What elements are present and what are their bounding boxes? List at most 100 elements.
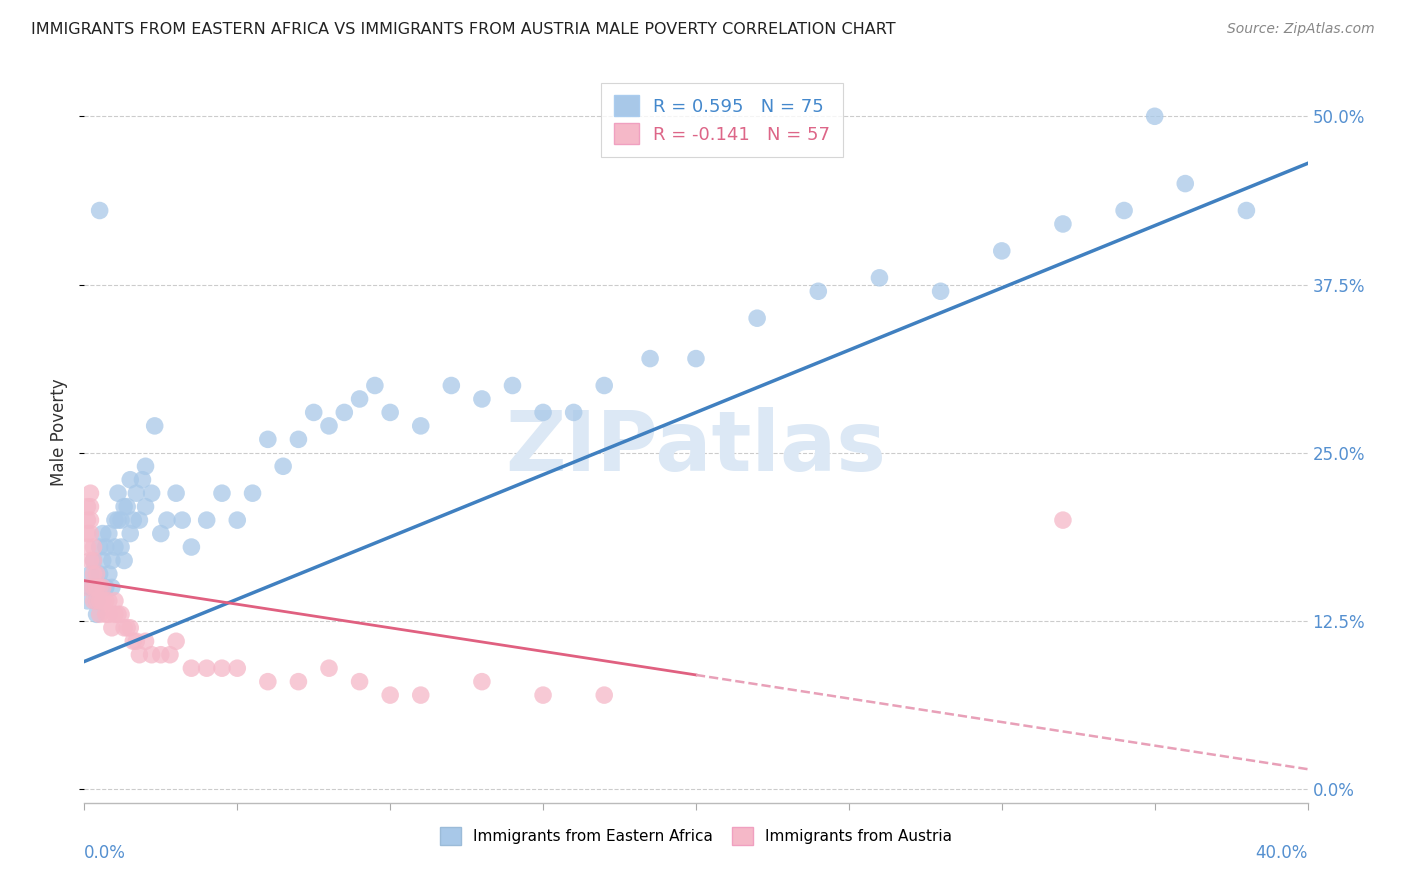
Point: [97, 607, 120, 622]
Point: [86, 594, 108, 608]
Point: [531, 688, 554, 702]
Point: [86, 581, 108, 595]
Point: [380, 688, 402, 702]
Point: [135, 500, 157, 514]
Legend: Immigrants from Eastern Africa, Immigrants from Austria: Immigrants from Eastern Africa, Immigran…: [433, 821, 959, 851]
Point: [89, 581, 111, 595]
Point: [107, 486, 129, 500]
Point: [165, 634, 187, 648]
Point: [89, 607, 111, 622]
Point: [79, 566, 101, 581]
Point: [318, 418, 340, 433]
Point: [159, 648, 181, 662]
Point: [135, 634, 157, 648]
Point: [502, 378, 524, 392]
Point: [94, 581, 117, 595]
Point: [83, 581, 105, 595]
Point: [149, 526, 172, 541]
Point: [79, 553, 101, 567]
Point: [91, 553, 114, 567]
Text: Source: ZipAtlas.com: Source: ZipAtlas.com: [1227, 22, 1375, 37]
Point: [104, 594, 127, 608]
Point: [110, 607, 132, 622]
Point: [94, 607, 117, 622]
Point: [89, 203, 111, 218]
Point: [115, 621, 138, 635]
Point: [172, 513, 194, 527]
Point: [1143, 109, 1166, 123]
Text: ZIPatlas: ZIPatlas: [506, 407, 886, 488]
Point: [89, 581, 111, 595]
Point: [104, 540, 127, 554]
Point: [120, 473, 142, 487]
Point: [79, 581, 101, 595]
Point: [112, 500, 135, 514]
Point: [143, 418, 166, 433]
Point: [1052, 217, 1074, 231]
Point: [156, 513, 179, 527]
Point: [211, 661, 233, 675]
Point: [869, 270, 891, 285]
Point: [638, 351, 661, 366]
Point: [112, 553, 135, 567]
Point: [97, 566, 120, 581]
Point: [929, 285, 952, 299]
Point: [83, 540, 105, 554]
Point: [991, 244, 1014, 258]
Point: [76, 594, 98, 608]
Point: [79, 526, 101, 541]
Point: [226, 661, 249, 675]
Text: IMMIGRANTS FROM EASTERN AFRICA VS IMMIGRANTS FROM AUSTRIA MALE POVERTY CORRELATI: IMMIGRANTS FROM EASTERN AFRICA VS IMMIGR…: [31, 22, 896, 37]
Point: [287, 433, 309, 447]
Point: [302, 405, 325, 419]
Point: [97, 594, 120, 608]
Point: [120, 621, 142, 635]
Point: [79, 486, 101, 500]
Point: [91, 581, 114, 595]
Point: [593, 688, 616, 702]
Point: [149, 648, 172, 662]
Point: [471, 674, 494, 689]
Point: [195, 513, 218, 527]
Point: [180, 661, 202, 675]
Point: [211, 486, 233, 500]
Point: [440, 378, 463, 392]
Point: [112, 621, 135, 635]
Point: [89, 594, 111, 608]
Point: [110, 540, 132, 554]
Point: [409, 688, 432, 702]
Point: [76, 500, 98, 514]
Point: [110, 513, 132, 527]
Point: [76, 526, 98, 541]
Point: [257, 674, 280, 689]
Point: [141, 648, 163, 662]
Point: [685, 351, 707, 366]
Point: [101, 553, 124, 567]
Text: 0.0%: 0.0%: [84, 844, 127, 862]
Point: [91, 526, 114, 541]
Point: [101, 581, 124, 595]
Point: [226, 513, 249, 527]
Point: [165, 486, 187, 500]
Point: [471, 392, 494, 406]
Point: [1174, 177, 1197, 191]
Point: [128, 513, 150, 527]
Point: [349, 674, 371, 689]
Point: [747, 311, 769, 326]
Point: [333, 405, 356, 419]
Point: [349, 392, 371, 406]
Point: [364, 378, 387, 392]
Point: [79, 513, 101, 527]
Point: [1236, 203, 1258, 218]
Point: [86, 566, 108, 581]
Point: [94, 594, 117, 608]
Point: [83, 581, 105, 595]
Point: [107, 607, 129, 622]
Point: [135, 459, 157, 474]
Point: [83, 553, 105, 567]
Point: [531, 405, 554, 419]
Point: [122, 513, 145, 527]
Point: [107, 513, 129, 527]
Point: [257, 433, 280, 447]
Point: [180, 540, 202, 554]
